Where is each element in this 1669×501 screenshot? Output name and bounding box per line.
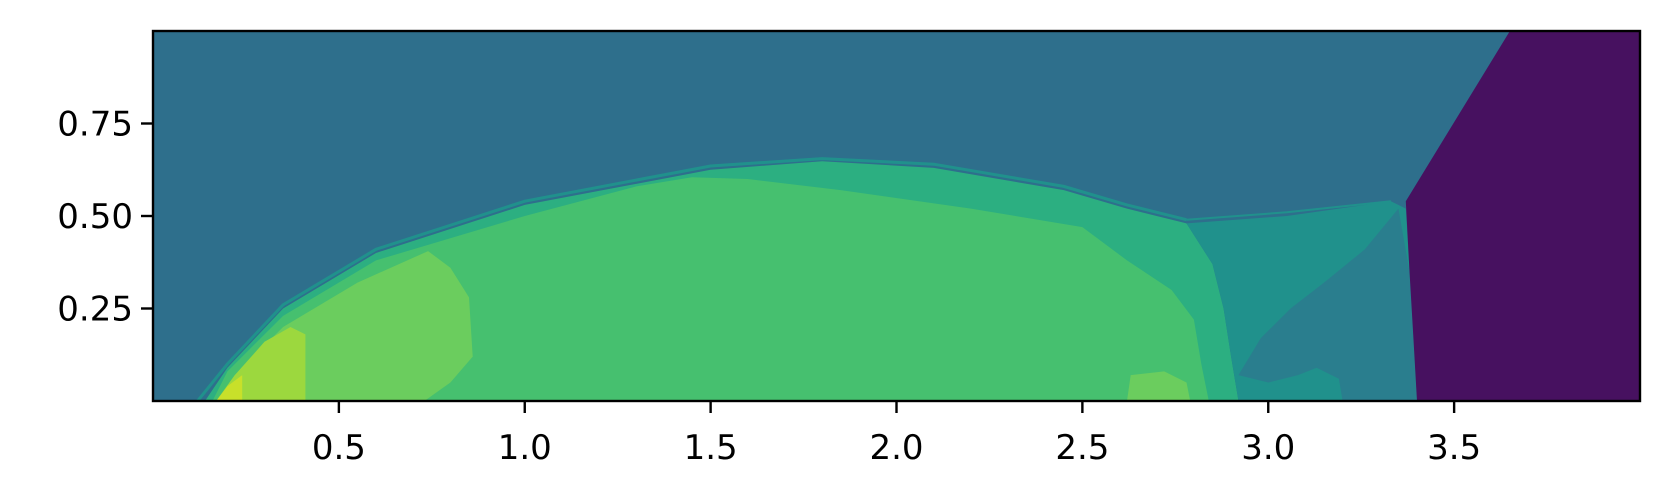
x-tick-label: 3.5	[1427, 428, 1481, 468]
contour-plot-area	[153, 31, 1640, 401]
x-tick-label: 0.5	[312, 428, 366, 468]
y-tick-label: 0.25	[57, 290, 133, 330]
y-tick-label: 0.75	[57, 105, 133, 145]
contour-region-stagnation-peak	[216, 375, 243, 401]
y-axis: 0.25 0.50 0.75	[57, 105, 153, 330]
y-tick-label: 0.50	[57, 197, 133, 237]
oblique-shock-line	[1186, 200, 1392, 221]
x-tick-label: 2.0	[869, 428, 923, 468]
x-tick-label: 1.5	[684, 428, 738, 468]
contour-regions	[196, 31, 1640, 401]
contour-region-right	[1405, 31, 1640, 401]
contour-region-wake-core	[1238, 208, 1417, 401]
x-tick-label: 3.0	[1241, 428, 1295, 468]
x-tick-label: 1.0	[498, 428, 552, 468]
contour-region-bright-band	[1127, 371, 1191, 401]
x-axis: 0.5 1.0 1.5 2.0 2.5 3.0 3.5	[312, 401, 1481, 468]
x-tick-label: 2.5	[1055, 428, 1109, 468]
bow-shock-line	[196, 157, 1187, 401]
